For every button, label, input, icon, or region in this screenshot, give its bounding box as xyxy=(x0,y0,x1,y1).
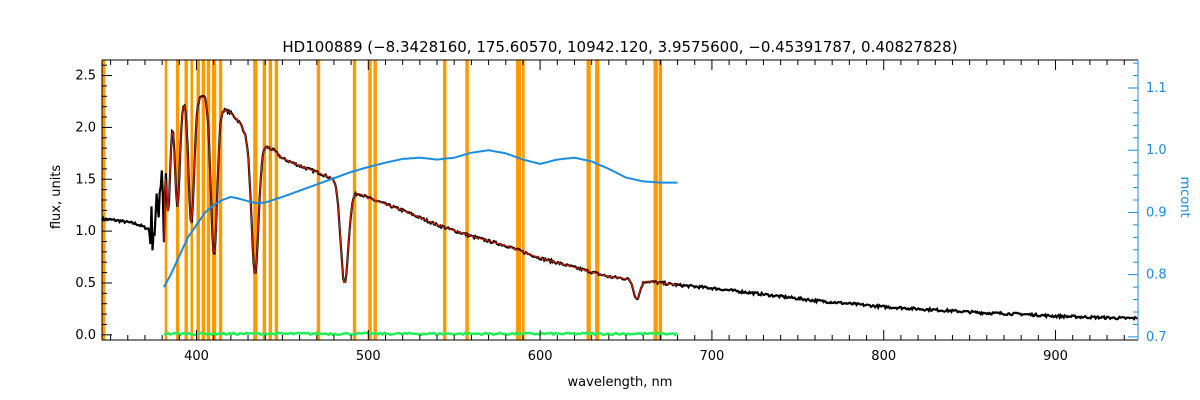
mask-band-8 xyxy=(211,60,217,340)
y2-tick-label: 0.9 xyxy=(1146,205,1167,220)
y2-tick-label: 1.0 xyxy=(1146,143,1167,158)
residual-line xyxy=(163,331,678,337)
mask-band-13 xyxy=(274,60,279,340)
mask-band-21 xyxy=(522,60,525,340)
mask-band-18 xyxy=(443,60,447,340)
x-tick-label: 800 xyxy=(871,349,896,364)
mask-band-20 xyxy=(516,60,522,340)
y2-axis-label: mcont xyxy=(1177,176,1192,217)
x-axis-label: wavelength, nm xyxy=(568,375,673,390)
mask-band-23 xyxy=(595,60,600,340)
mask-band-5 xyxy=(196,60,200,340)
y-tick-label: 0.5 xyxy=(75,276,96,291)
mask-band-14 xyxy=(316,60,321,340)
y-tick-label: 2.5 xyxy=(75,69,96,84)
y-tick-label: 1.5 xyxy=(75,172,96,187)
x-tick-label: 600 xyxy=(528,349,553,364)
mask-band-10 xyxy=(253,60,258,340)
mask-band-24 xyxy=(653,60,658,340)
axes-group: 400 500 600 700 800 900 0.0 0.5 1.0 1.5 2.0 2.5 0.7 0… xyxy=(75,59,1167,364)
mask-band-3 xyxy=(184,60,188,340)
continuum-line xyxy=(163,149,678,288)
y2-tick-label: 0.7 xyxy=(1146,330,1167,345)
x-tick-label: 400 xyxy=(184,349,209,364)
x-tick-label: 700 xyxy=(700,349,725,364)
y-tick-label: 2.0 xyxy=(75,120,96,135)
mask-band-16 xyxy=(368,60,372,340)
y2-tick-label: 0.8 xyxy=(1146,268,1167,283)
chart-title: HD100889 (−8.3428160, 175.60570, 10942.1… xyxy=(282,38,957,56)
x-tick-label: 900 xyxy=(1043,349,1068,364)
mask-band-4 xyxy=(190,60,194,340)
mask-band-19 xyxy=(465,60,469,340)
mask-band-25 xyxy=(658,60,663,340)
mask-band-22 xyxy=(586,60,591,340)
y-tick-label: 1.0 xyxy=(75,224,96,239)
mask-band-6 xyxy=(201,60,206,340)
mask-band-15 xyxy=(352,60,357,340)
y-tick-label: 0.0 xyxy=(75,328,96,343)
x-tick-label: 500 xyxy=(356,349,381,364)
y2-tick-label: 1.1 xyxy=(1146,81,1167,96)
y-axis-label: flux, units xyxy=(49,165,64,230)
model-spectrum-line xyxy=(163,96,677,300)
mask-band-7 xyxy=(206,60,211,340)
mask-band-11 xyxy=(262,60,267,340)
series-group xyxy=(100,94,1138,337)
